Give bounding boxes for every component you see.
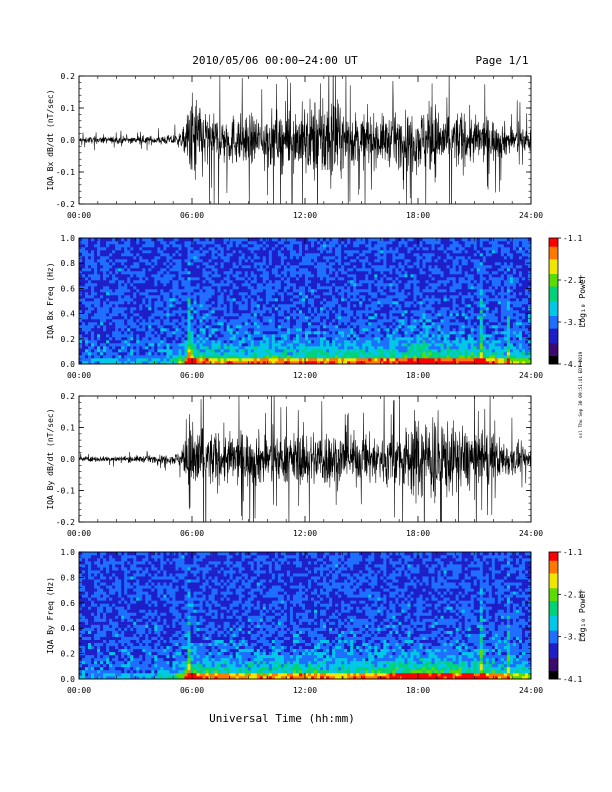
bx-spectrogram-cells xyxy=(79,238,532,365)
x-tick-label: 18:00 xyxy=(406,686,430,695)
x-tick-label: 12:00 xyxy=(293,371,317,380)
y-tick-label: 0.1 xyxy=(61,104,76,113)
y-tick-label: 0.6 xyxy=(61,284,76,293)
x-tick-label: 00:00 xyxy=(67,529,91,538)
y-tick-label: 0.8 xyxy=(61,573,76,582)
x-tick-label: 24:00 xyxy=(519,371,543,380)
x-tick-label: 18:00 xyxy=(406,211,430,220)
colorbar-tick-label: -1.1 xyxy=(563,234,582,243)
y-tick-label: 0.6 xyxy=(61,599,76,608)
bx-waveform-trace xyxy=(79,76,531,204)
y-tick-label: 0.2 xyxy=(61,392,76,401)
x-tick-label: 18:00 xyxy=(406,371,430,380)
x-tick-label: 24:00 xyxy=(519,529,543,538)
by-waveform-panel: -0.2 -0.1 0.0 0.1 0.2 00:00 06:00 12:00 18:00 24:… xyxy=(46,392,543,538)
y-tick-label: 0.0 xyxy=(61,455,76,464)
iqa-by-db-dt-nt-sec-label: IQA By dB/dt (nT/sec) xyxy=(46,408,55,509)
by-spectrogram-panel: -1.1 -2.1 -3.1 -4.1 Log₁₀ Power 0.0 0.2 0.4 0.6 0… xyxy=(46,548,587,695)
iqa-bx-db-dt-nt-sec-label: IQA Bx dB/dt (nT/sec) xyxy=(46,89,55,190)
bx-spectrogram-panel: -1.1 -2.1 -3.1 -4.1 Log₁₀ Power 0.0 0.2 0.4 0.6 0… xyxy=(46,234,587,380)
x-tick-label: 06:00 xyxy=(180,686,204,695)
x-axis-title: Universal Time (hh:mm) xyxy=(209,712,355,725)
y-tick-label: 0.0 xyxy=(61,136,76,145)
bx-waveform-panel: -0.2 -0.1 0.0 0.1 0.2 00:00 06:00 12:00 18:00 24:… xyxy=(46,72,543,220)
colorbar-label: Log₁₀ Power xyxy=(578,274,587,327)
y-tick-label: 0.0 xyxy=(61,360,76,369)
x-tick-label: 12:00 xyxy=(293,529,317,538)
iqa-by-freq-hz-label: IQA By Freq (Hz) xyxy=(46,577,55,654)
x-tick-label: 00:00 xyxy=(67,211,91,220)
x-tick-label: 12:00 xyxy=(293,211,317,220)
x-tick-label: 06:00 xyxy=(180,371,204,380)
x-tick-label: 24:00 xyxy=(519,686,543,695)
x-tick-label: 18:00 xyxy=(406,529,430,538)
colorbar-tick-label: -4.1 xyxy=(563,360,582,369)
y-tick-label: 0.2 xyxy=(61,335,76,344)
y-tick-label: -0.2 xyxy=(56,200,75,209)
colorbar-tick-label: -4.1 xyxy=(563,675,582,684)
figure-title: 2010/05/06 00:00−24:00 UT xyxy=(192,54,358,67)
y-tick-label: 1.0 xyxy=(61,548,76,557)
panels: -0.2 -0.1 0.0 0.1 0.2 00:00 06:00 12:00 18:00 24:… xyxy=(46,72,587,695)
x-tick-label: 06:00 xyxy=(180,529,204,538)
y-tick-label: 0.4 xyxy=(61,624,76,633)
y-tick-label: 0.4 xyxy=(61,310,76,319)
colorbar-label: Log₁₀ Power xyxy=(578,589,587,642)
colorbar-tick-label: -2.1 xyxy=(563,590,582,599)
timestamp-stamp: ssl Thu Sep 30 09:51:41 EDT 2019 xyxy=(578,351,584,438)
y-tick-label: -0.1 xyxy=(56,487,75,496)
y-tick-label: 0.1 xyxy=(61,424,76,433)
colorbar-tick-label: -3.1 xyxy=(563,633,582,642)
y-tick-label: 1.0 xyxy=(61,234,76,243)
by-spectrogram-cells xyxy=(79,552,532,680)
by-spectrogram-colorbar: -1.1 -2.1 -3.1 -4.1 Log₁₀ Power xyxy=(548,548,587,684)
y-tick-label: -0.1 xyxy=(56,168,75,177)
y-tick-label: 0.2 xyxy=(61,650,76,659)
bx-spectrogram-colorbar: -1.1 -2.1 -3.1 -4.1 Log₁₀ Power xyxy=(548,234,587,369)
x-tick-label: 24:00 xyxy=(519,211,543,220)
colorbar-tick-label: -2.1 xyxy=(563,276,582,285)
by-waveform-trace xyxy=(79,396,531,522)
x-tick-label: 12:00 xyxy=(293,686,317,695)
colorbar-tick-label: -1.1 xyxy=(563,548,582,557)
x-tick-label: 06:00 xyxy=(180,211,204,220)
y-tick-label: -0.2 xyxy=(56,518,75,527)
iqa-bx-freq-hz-label: IQA Bx Freq (Hz) xyxy=(46,262,55,339)
x-tick-label: 00:00 xyxy=(67,686,91,695)
page-indicator: Page 1/1 xyxy=(476,54,529,67)
colorbar-tick-label: -3.1 xyxy=(563,318,582,327)
y-tick-label: 0.8 xyxy=(61,259,76,268)
y-tick-label: 0.2 xyxy=(61,72,76,81)
x-tick-label: 00:00 xyxy=(67,371,91,380)
y-tick-label: 0.0 xyxy=(61,675,76,684)
